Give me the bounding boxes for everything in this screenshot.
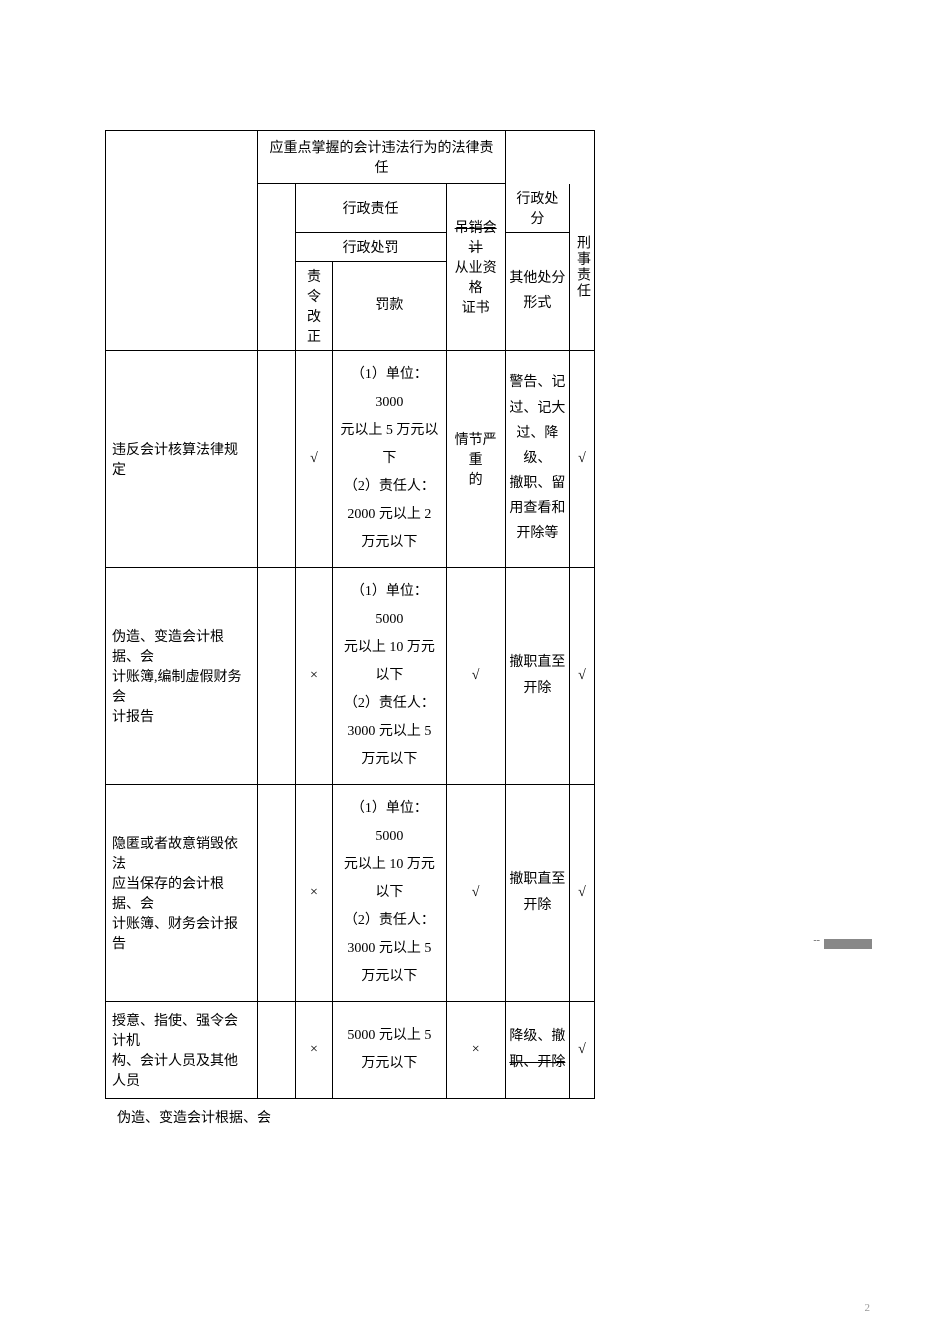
correct-cell: ×	[295, 567, 333, 784]
table-container: 应重点掌握的会计违法行为的法律责任 行政责任 吊销会计从业资格证书 行政处分 刑…	[105, 130, 595, 1127]
correct-cell: ×	[295, 1001, 333, 1098]
table-row: 授意、指使、强令会计机构、会计人员及其他人员 × 5000 元以上 5万元以下 …	[106, 1001, 595, 1098]
fine-header: 罚款	[333, 261, 446, 350]
other-cell: 警告、记过、记大过、降级、撤职、留用查看和开除等	[505, 350, 569, 567]
table-title: 应重点掌握的会计违法行为的法律责任	[258, 131, 506, 184]
title-row: 应重点掌握的会计违法行为的法律责任	[106, 131, 595, 184]
table-row: 隐匿或者故意销毁依法应当保存的会计根据、会计账簿、财务会计报告 × （1）单位：…	[106, 784, 595, 1001]
revoke-cell: √	[446, 567, 505, 784]
order-correct-header2: 责令改正	[295, 261, 333, 350]
page-number: 2	[865, 1302, 871, 1314]
fine-cell: （1）单位：5000元以上 10 万元以下（2）责任人：3000 元以上 5万元…	[333, 567, 446, 784]
empty-cell	[258, 350, 295, 567]
empty-cell	[258, 1001, 295, 1098]
admin-sanction-header: 行政处分	[505, 184, 569, 233]
other-cell: 撤职直至开除	[505, 784, 569, 1001]
correct-cell: ×	[295, 784, 333, 1001]
admin-liability-header: 行政责任	[295, 184, 446, 233]
revoke-cell: 情节严重的	[446, 350, 505, 567]
revoke-header: 吊销会计从业资格证书	[446, 184, 505, 351]
other-form-header: 其他处分形式	[505, 232, 569, 350]
violation-cell: 违反会计核算法律规定	[106, 350, 258, 567]
footer-text: 伪造、变造会计根据、会	[117, 1107, 595, 1127]
empty-cell	[258, 784, 295, 1001]
fine-cell: （1）单位：3000元以上 5 万元以下（2）责任人：2000 元以上 2万元以…	[333, 350, 446, 567]
violation-cell: 隐匿或者故意销毁依法应当保存的会计根据、会计账簿、财务会计报告	[106, 784, 258, 1001]
revoke-cell: ×	[446, 1001, 505, 1098]
table-row: 违反会计核算法律规定 √ （1）单位：3000元以上 5 万元以下（2）责任人：…	[106, 350, 595, 567]
violation-cell: 伪造、变造会计根据、会计账簿,编制虚假财务会计报告	[106, 567, 258, 784]
empty-cell	[258, 567, 295, 784]
legal-liability-table: 应重点掌握的会计违法行为的法律责任 行政责任 吊销会计从业资格证书 行政处分 刑…	[105, 130, 595, 1099]
correct-cell: √	[295, 350, 333, 567]
header-row-1: 行政责任 吊销会计从业资格证书 行政处分 刑事责任	[106, 184, 595, 233]
violation-cell: 授意、指使、强令会计机构、会计人员及其他人员	[106, 1001, 258, 1098]
fine-cell: 5000 元以上 5万元以下	[333, 1001, 446, 1098]
table-row: 伪造、变造会计根据、会计账簿,编制虚假财务会计报告 × （1）单位：5000元以…	[106, 567, 595, 784]
dash-mark: --	[813, 935, 820, 946]
criminal-header: 刑事责任	[569, 184, 594, 351]
other-cell: 降级、撤职、开除	[505, 1001, 569, 1098]
criminal-cell: √	[569, 1001, 594, 1098]
page-mark	[824, 939, 872, 949]
criminal-cell: √	[569, 567, 594, 784]
other-cell: 撤职直至开除	[505, 567, 569, 784]
criminal-cell: √	[569, 350, 594, 567]
revoke-cell: √	[446, 784, 505, 1001]
fine-cell: （1）单位：5000元以上 10 万元以下（2）责任人：3000 元以上 5万元…	[333, 784, 446, 1001]
criminal-cell: √	[569, 784, 594, 1001]
admin-penalty-header: 行政处罚	[295, 232, 446, 261]
